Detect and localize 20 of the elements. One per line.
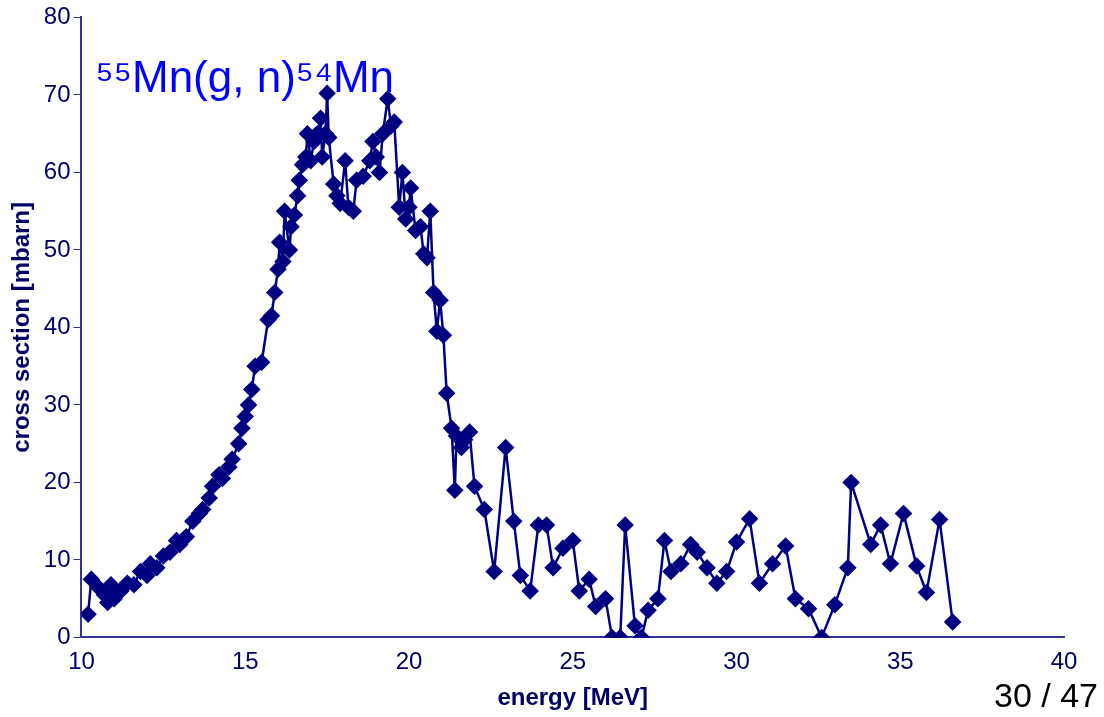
x-tick-label: 10 (68, 647, 95, 675)
y-tick-label: 70 (43, 79, 71, 107)
y-tick-label: 60 (43, 157, 71, 185)
y-tick-label: 30 (43, 389, 71, 417)
y-tick-label: 80 (43, 2, 71, 30)
text: ⁵⁵Mn(g, n)⁵⁴Mn (95, 52, 395, 102)
y-axis-title: cross section [mbarn] (7, 202, 35, 453)
x-tick-label: 20 (395, 647, 423, 675)
y-tick-label: 0 (57, 622, 71, 650)
x-tick-label: 15 (231, 647, 259, 675)
y-tick-label: 20 (43, 467, 71, 495)
x-tick-label: 35 (886, 647, 914, 675)
x-tick-label: 25 (559, 647, 587, 675)
y-tick-label: 40 (43, 312, 71, 340)
x-tick-label: 30 (723, 647, 750, 675)
x-tick-label: 40 (1050, 647, 1078, 675)
y-tick-label: 50 (43, 234, 71, 262)
y-tick-label: 10 (43, 544, 71, 572)
x-axis-title: energy [MeV] (497, 683, 649, 711)
text: 30 / 47 (994, 676, 1098, 715)
